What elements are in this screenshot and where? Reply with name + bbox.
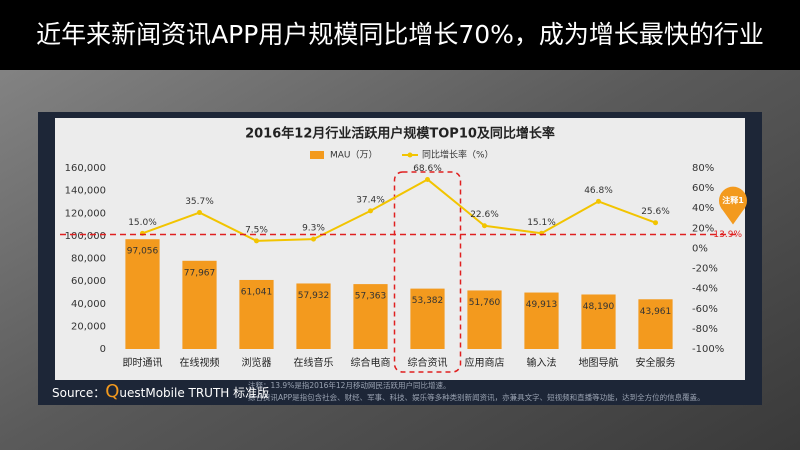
y2-tick-label: -20%: [692, 264, 718, 275]
y2-tick-label: 40%: [692, 203, 714, 214]
x-tick-label: 综合电商: [351, 356, 391, 369]
line-value-label: 46.8%: [584, 186, 613, 196]
y2-tick-label: 60%: [692, 183, 714, 194]
bar-value-label: 43,961: [640, 307, 672, 317]
line-value-label: 7.5%: [245, 225, 268, 235]
source-brand: QuestMobile TRUTH 标准版: [105, 381, 270, 402]
y-tick-label: 0: [100, 344, 106, 355]
x-tick-label: 综合资讯: [408, 356, 448, 369]
legend-label: 同比增长率（%）: [422, 149, 494, 161]
y-tick-label: 160,000: [65, 163, 106, 174]
y-tick-label: 80,000: [71, 254, 106, 265]
line-value-label: 9.3%: [302, 224, 325, 234]
x-tick-label: 输入法: [527, 356, 557, 369]
reference-label: 13.9%: [713, 230, 742, 240]
bar-value-label: 57,932: [298, 291, 330, 301]
bar: [410, 288, 445, 349]
line-value-label: 15.1%: [527, 218, 556, 228]
line-marker: [197, 210, 202, 216]
footnote: 注释：13.9%是指2016年12月移动网民活跃用户同比增速。: [248, 380, 450, 390]
bar-value-label: 49,913: [526, 300, 558, 310]
line-marker: [311, 236, 316, 242]
y-tick-label: 20,000: [71, 321, 106, 332]
y-tick-label: 100,000: [65, 231, 106, 242]
annotation-pin: [719, 186, 748, 225]
highlight-box: [393, 171, 462, 373]
plot-panel: [55, 118, 745, 380]
bar: [182, 260, 217, 349]
bar: [581, 294, 616, 349]
bar: [239, 279, 274, 349]
bar: [125, 239, 160, 349]
line-marker: [482, 223, 487, 229]
x-tick-label: 应用商店: [465, 356, 505, 369]
x-tick-label: 即时通讯: [123, 357, 163, 369]
line-value-label: 35.7%: [185, 197, 214, 207]
legend-marker: [407, 152, 413, 158]
y2-tick-label: -80%: [692, 324, 718, 335]
line-marker: [368, 208, 373, 214]
header-bar: [0, 0, 800, 70]
line-value-label: 22.6%: [470, 210, 499, 220]
source-label: Source：: [52, 386, 106, 400]
bar: [524, 292, 559, 349]
y2-tick-label: 20%: [692, 223, 714, 234]
x-tick-label: 在线音乐: [294, 356, 334, 369]
bar-value-label: 48,190: [583, 302, 615, 312]
line-value-label: 68.6%: [413, 164, 442, 174]
x-tick-label: 浏览器: [242, 356, 272, 369]
chart-title: 2016年12月行业活跃用户规模TOP10及同比增长率: [245, 126, 555, 142]
header-title: 近年来新闻资讯APP用户规模同比增长70%，成为增长最快的行业: [36, 20, 764, 49]
legend-swatch: [310, 151, 324, 159]
line: [142, 178, 656, 242]
y-tick-label: 120,000: [65, 208, 106, 219]
line-marker: [425, 176, 430, 182]
y2-tick-label: -100%: [692, 344, 724, 355]
footnote: 综合资讯APP是指包含社会、财经、军事、科技、娱乐等多种类别新闻资讯，亦兼具文字…: [248, 392, 705, 402]
bar: [638, 299, 673, 349]
line-marker: [596, 198, 601, 204]
bar-value-label: 61,041: [241, 287, 273, 297]
line-marker: [653, 220, 658, 226]
y2-tick-label: -60%: [692, 304, 718, 315]
line-marker: [254, 238, 259, 244]
bar: [353, 284, 388, 349]
legend-label: MAU（万）: [330, 150, 378, 161]
bar: [296, 283, 331, 349]
bar: [467, 290, 502, 349]
y2-tick-label: -40%: [692, 284, 718, 295]
bar-value-label: 77,967: [184, 268, 216, 278]
y2-tick-label: 0%: [692, 243, 708, 254]
bar-value-label: 51,760: [469, 298, 501, 308]
line-value-label: 25.6%: [641, 207, 670, 217]
y-tick-label: 40,000: [71, 299, 106, 310]
annotation-label: 注释1: [722, 195, 744, 205]
y-tick-label: 140,000: [65, 186, 106, 197]
bar-value-label: 97,056: [127, 247, 159, 257]
plot: 0 20,000 40,000 60,000 80,000 100,000 120,000 1…: [60, 149, 748, 402]
x-tick-label: 地图导航: [579, 356, 619, 369]
line-value-label: 15.0%: [128, 218, 157, 228]
line-value-label: 37.4%: [356, 195, 385, 205]
bar-value-label: 57,363: [355, 292, 387, 302]
bar-value-label: 53,382: [412, 296, 444, 306]
x-tick-label: 安全服务: [636, 356, 676, 369]
source: Source：QuestMobile TRUTH 标准版: [52, 381, 269, 402]
y2-tick-label: 80%: [692, 163, 714, 174]
x-tick-label: 在线视频: [180, 356, 220, 369]
y-tick-label: 60,000: [71, 276, 106, 287]
